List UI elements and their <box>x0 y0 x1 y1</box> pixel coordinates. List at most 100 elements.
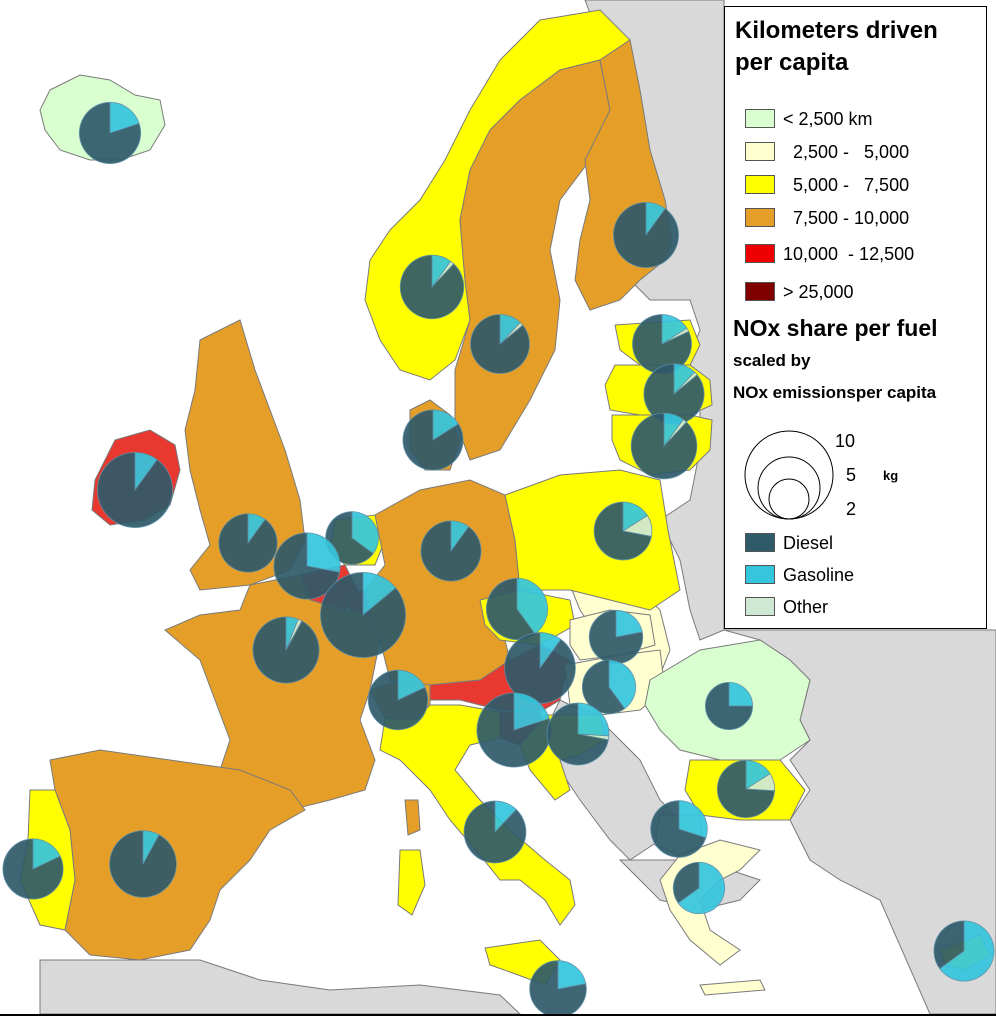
pie-slice-diesel <box>716 759 775 818</box>
nox-legend-subtitle-1: scaled by <box>733 351 811 370</box>
pie-slice-diesel <box>470 314 530 374</box>
pie-austria <box>504 632 576 704</box>
pie-greece <box>672 861 726 915</box>
pie-slice-gasoline <box>516 577 549 635</box>
km-class-swatch <box>745 109 775 128</box>
pie-italy <box>463 800 527 864</box>
km-class-label: 7,500 - 10,000 <box>783 208 910 228</box>
km-class-swatch <box>745 208 775 227</box>
km-legend-title-line2: per capita <box>735 49 849 76</box>
pie-slice-diesel <box>613 201 679 268</box>
km-class-label: 2,500 - 5,000 <box>783 142 910 162</box>
pie-slice-diesel <box>399 254 465 320</box>
fuel-row: Gasoline <box>745 563 980 587</box>
pie-slice-diesel <box>367 669 429 731</box>
pie-slice-diesel <box>109 830 177 898</box>
km-class-swatch <box>745 244 775 263</box>
country-sardinia <box>397 849 426 916</box>
pie-slice-diesel <box>78 101 142 165</box>
fuel-label: Other <box>783 597 829 617</box>
pie-slice-diesel <box>632 314 692 374</box>
size-circle-2 <box>768 478 810 520</box>
pie-cyprus <box>933 920 995 982</box>
pie-slice-diesel <box>546 702 609 766</box>
fuel-swatch-other <box>745 597 775 616</box>
pie-slice-gasoline <box>677 861 726 915</box>
km-class-label: 5,000 - 7,500 <box>783 175 910 195</box>
pie-luxembourg <box>320 572 406 658</box>
pie-spain <box>109 830 177 898</box>
pie-macedonia <box>650 800 708 858</box>
pie-estonia <box>632 314 692 374</box>
pie-sicily <box>529 960 587 1016</box>
pie-slovenia <box>476 692 552 768</box>
km-class-row: > 25,000 <box>745 280 980 304</box>
pie-denmark <box>402 409 464 471</box>
km-class-swatch <box>745 175 775 194</box>
pie-norway <box>399 254 465 320</box>
km-class-swatch <box>745 282 775 301</box>
pie-lithuania <box>630 412 698 480</box>
pie-slice-diesel <box>252 616 320 684</box>
km-legend-title: Kilometers driven per capita <box>735 15 938 79</box>
pie-slice-gasoline <box>557 960 587 990</box>
pie-united-kingdom <box>218 513 278 573</box>
km-class-label: < 2,500 km <box>783 109 873 129</box>
km-class-row: 2,500 - 5,000 <box>745 140 980 164</box>
fuel-row: Diesel <box>745 531 980 555</box>
pie-slice-gasoline <box>351 511 379 555</box>
pie-netherlands <box>325 511 379 565</box>
size-legend-circles <box>744 430 834 520</box>
size-circle-5 <box>757 456 821 520</box>
pie-slice-gasoline <box>577 702 610 737</box>
pie-ireland <box>97 452 173 528</box>
pie-switzerland <box>367 669 429 731</box>
pie-slice-diesel <box>933 920 965 970</box>
pie-slovakia <box>588 609 644 665</box>
pie-slice-gasoline <box>109 101 140 134</box>
pie-finland <box>613 201 679 268</box>
pie-slice-gasoline <box>939 920 995 982</box>
km-class-label: > 25,000 <box>783 282 854 302</box>
pie-slice-diesel <box>420 520 482 582</box>
fuel-label: Diesel <box>783 533 834 553</box>
pie-layer <box>2 101 995 1016</box>
pie-croatia <box>546 702 610 766</box>
fuel-row: Other <box>745 595 980 619</box>
pie-slice-gasoline <box>678 800 708 839</box>
pie-latvia <box>643 363 705 425</box>
pie-slice-diesel <box>218 513 278 573</box>
km-class-swatch <box>745 142 775 161</box>
pie-slice-gasoline <box>513 692 550 731</box>
pie-slice-diesel <box>463 800 527 864</box>
pie-iceland <box>78 101 142 165</box>
pie-slice-diesel <box>588 609 644 665</box>
map-legend: Kilometers driven per capita < 2,500 km … <box>724 6 987 629</box>
pie-france <box>252 616 320 684</box>
pie-slice-diesel <box>650 800 707 858</box>
pie-slice-diesel <box>593 501 652 561</box>
pie-slice-diesel <box>97 452 173 528</box>
km-class-row: < 2,500 km <box>745 107 980 131</box>
pie-bulgaria <box>716 759 775 818</box>
pie-slice-diesel <box>320 572 406 658</box>
km-class-row: 7,500 - 10,000 <box>745 206 980 230</box>
pie-portugal <box>2 838 64 900</box>
pie-slice-diesel <box>630 412 698 480</box>
pie-belgium <box>273 532 341 600</box>
size-label-2: 2 <box>846 499 857 519</box>
pie-romania <box>705 681 754 730</box>
pie-slice-diesel <box>402 409 464 471</box>
pie-slice-diesel <box>672 861 700 904</box>
km-class-row: 10,000 - 12,500 <box>745 242 980 266</box>
pie-slice-diesel <box>529 960 587 1016</box>
size-label-5: 5 <box>846 465 857 485</box>
pie-slice-diesel <box>581 659 626 715</box>
pie-sweden <box>470 314 530 374</box>
nox-legend-subtitle-2: NOx emissionsper capita <box>733 383 937 402</box>
nox-legend-title: NOx share per fuel <box>733 315 938 341</box>
fuel-swatch-gasoline <box>745 565 775 584</box>
fuel-label: Gasoline <box>783 565 855 585</box>
size-circle-10 <box>744 430 834 520</box>
